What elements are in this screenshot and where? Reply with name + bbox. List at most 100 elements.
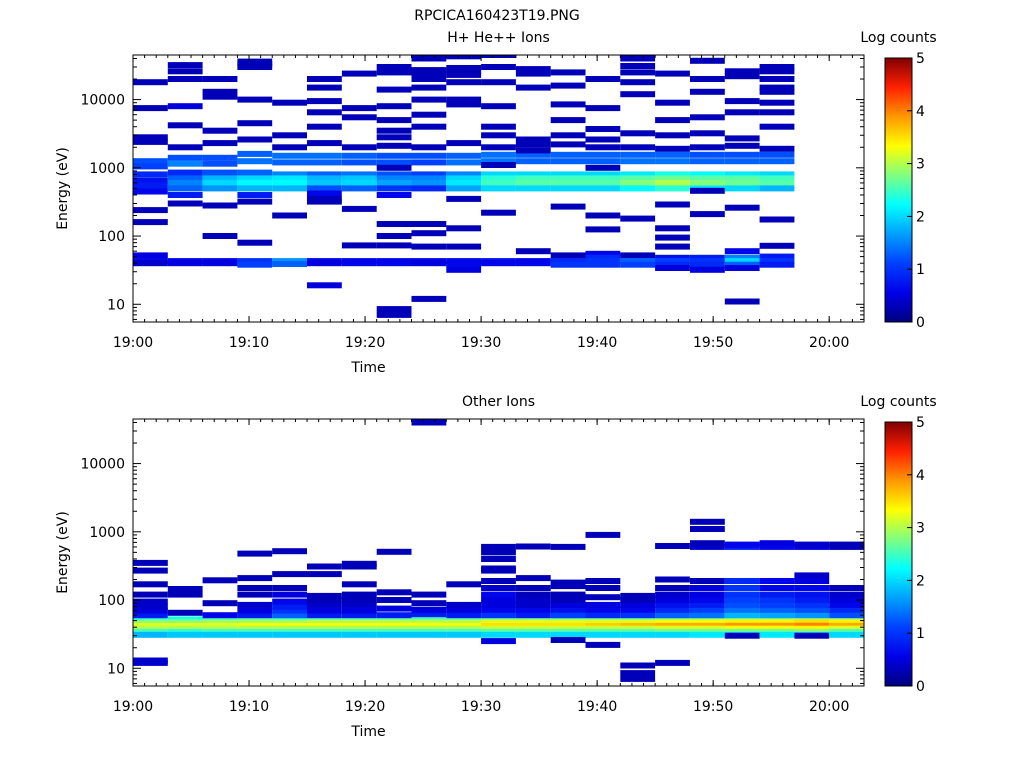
heatmap-cell [341, 601, 377, 608]
heatmap-cell [307, 171, 342, 178]
heatmap-cell [272, 598, 307, 605]
heatmap-cell [690, 591, 725, 598]
heatmap-cell [446, 159, 482, 166]
heatmap-cell [655, 612, 690, 619]
heatmap-cell [724, 612, 760, 619]
heatmap-cell [411, 171, 447, 178]
heatmap-cell [690, 518, 725, 525]
heatmap-cell [237, 258, 273, 265]
heatmap-cell [481, 591, 516, 598]
heatmap-cell [690, 543, 725, 550]
heatmap-cell [724, 601, 760, 608]
heatmap-cell [620, 261, 656, 268]
heatmap-cell [620, 185, 656, 192]
heatmap-cell [237, 158, 273, 165]
x-tick-label: 19:20 [345, 335, 385, 351]
heatmap-cell [724, 591, 760, 598]
heatmap-cell [202, 612, 238, 619]
heatmap-cell [655, 659, 690, 666]
heatmap-cell [585, 250, 621, 257]
heatmap-cell [794, 572, 830, 579]
heatmap-cell [237, 169, 273, 176]
heatmap-cell [724, 158, 760, 165]
heatmap-cell [515, 625, 551, 632]
heatmap-cell [133, 598, 168, 605]
heatmap-cell [446, 606, 482, 613]
heatmap-cell [794, 585, 830, 591]
heatmap-cell [759, 625, 795, 632]
heatmap-cell [411, 260, 447, 267]
heatmap-cell [620, 601, 656, 608]
heatmap-cell [724, 254, 760, 261]
heatmap-cell [620, 625, 656, 632]
colorbar-tick-label: 4 [916, 468, 925, 484]
heatmap-cell [341, 625, 377, 632]
heatmap-cell [690, 601, 725, 608]
heatmap-cell [376, 260, 412, 267]
heatmap-cell [341, 612, 377, 619]
heatmap-cell [794, 578, 830, 584]
heatmap-cell [724, 585, 760, 591]
heatmap-cell [724, 175, 760, 182]
heatmap-cell [446, 101, 482, 108]
heatmap-cell [515, 147, 551, 154]
heatmap-cell [515, 543, 551, 550]
heatmap-cell [202, 76, 238, 82]
heatmap-cell [272, 631, 307, 638]
heatmap-cell [829, 597, 864, 603]
y-tick-label: 10000 [80, 457, 125, 473]
x-tick-label: 19:20 [345, 699, 385, 715]
heatmap-cell [585, 171, 621, 178]
heatmap-cell [759, 123, 795, 130]
heatmap-cell [133, 559, 168, 566]
heatmap-cell [133, 105, 168, 112]
heatmap-cell [167, 154, 203, 161]
heatmap-cell [585, 175, 621, 182]
heatmap-cell [202, 619, 238, 626]
heatmap-cell [481, 175, 516, 182]
heatmap-cell [202, 88, 238, 95]
y-tick-label: 1000 [89, 161, 125, 177]
heatmap-cell [411, 295, 447, 302]
heatmap-cell [724, 541, 760, 548]
heatmap-cell [481, 543, 516, 550]
heatmap-cell [202, 631, 238, 638]
heatmap-cell [376, 311, 412, 318]
heatmap-cell [620, 144, 656, 151]
colorbar-tick-label: 1 [916, 626, 925, 642]
heatmap-cell [829, 625, 864, 632]
heatmap-cell [376, 164, 412, 171]
heatmap-cell [341, 260, 377, 267]
heatmap-cell [237, 120, 273, 127]
heatmap-cell [585, 254, 621, 261]
heatmap-cell [724, 597, 760, 603]
heatmap-cell [272, 261, 307, 267]
colorbar-tick-label: 0 [916, 679, 925, 695]
heatmap-cell [515, 141, 551, 148]
x-tick-label: 19:40 [577, 335, 617, 351]
heatmap-cell [376, 597, 412, 603]
heatmap-cell [655, 258, 690, 265]
heatmap-cell [272, 607, 307, 614]
heatmap-cell [133, 252, 168, 259]
heatmap-cell [550, 252, 586, 259]
colorbar-tick-label: 3 [916, 521, 925, 537]
heatmap-cell [550, 132, 586, 139]
heatmap-cell [446, 266, 482, 273]
heatmap-cell [585, 179, 621, 186]
heatmap-cell [481, 625, 516, 632]
heatmap-cell [237, 591, 273, 598]
heatmap-cell [167, 619, 203, 626]
heatmap-cell [167, 68, 203, 75]
heatmap-cell [446, 195, 482, 202]
heatmap-cell [550, 179, 586, 186]
heatmap-cell [620, 79, 656, 86]
heatmap-cell [133, 219, 168, 226]
heatmap-cell [794, 619, 830, 626]
heatmap-cell [690, 151, 725, 158]
heatmap-cell [411, 221, 447, 227]
heatmap-cell [481, 171, 516, 178]
heatmap-cell [550, 583, 586, 590]
heatmap-cell [690, 540, 725, 547]
heatmap-cell [272, 625, 307, 632]
